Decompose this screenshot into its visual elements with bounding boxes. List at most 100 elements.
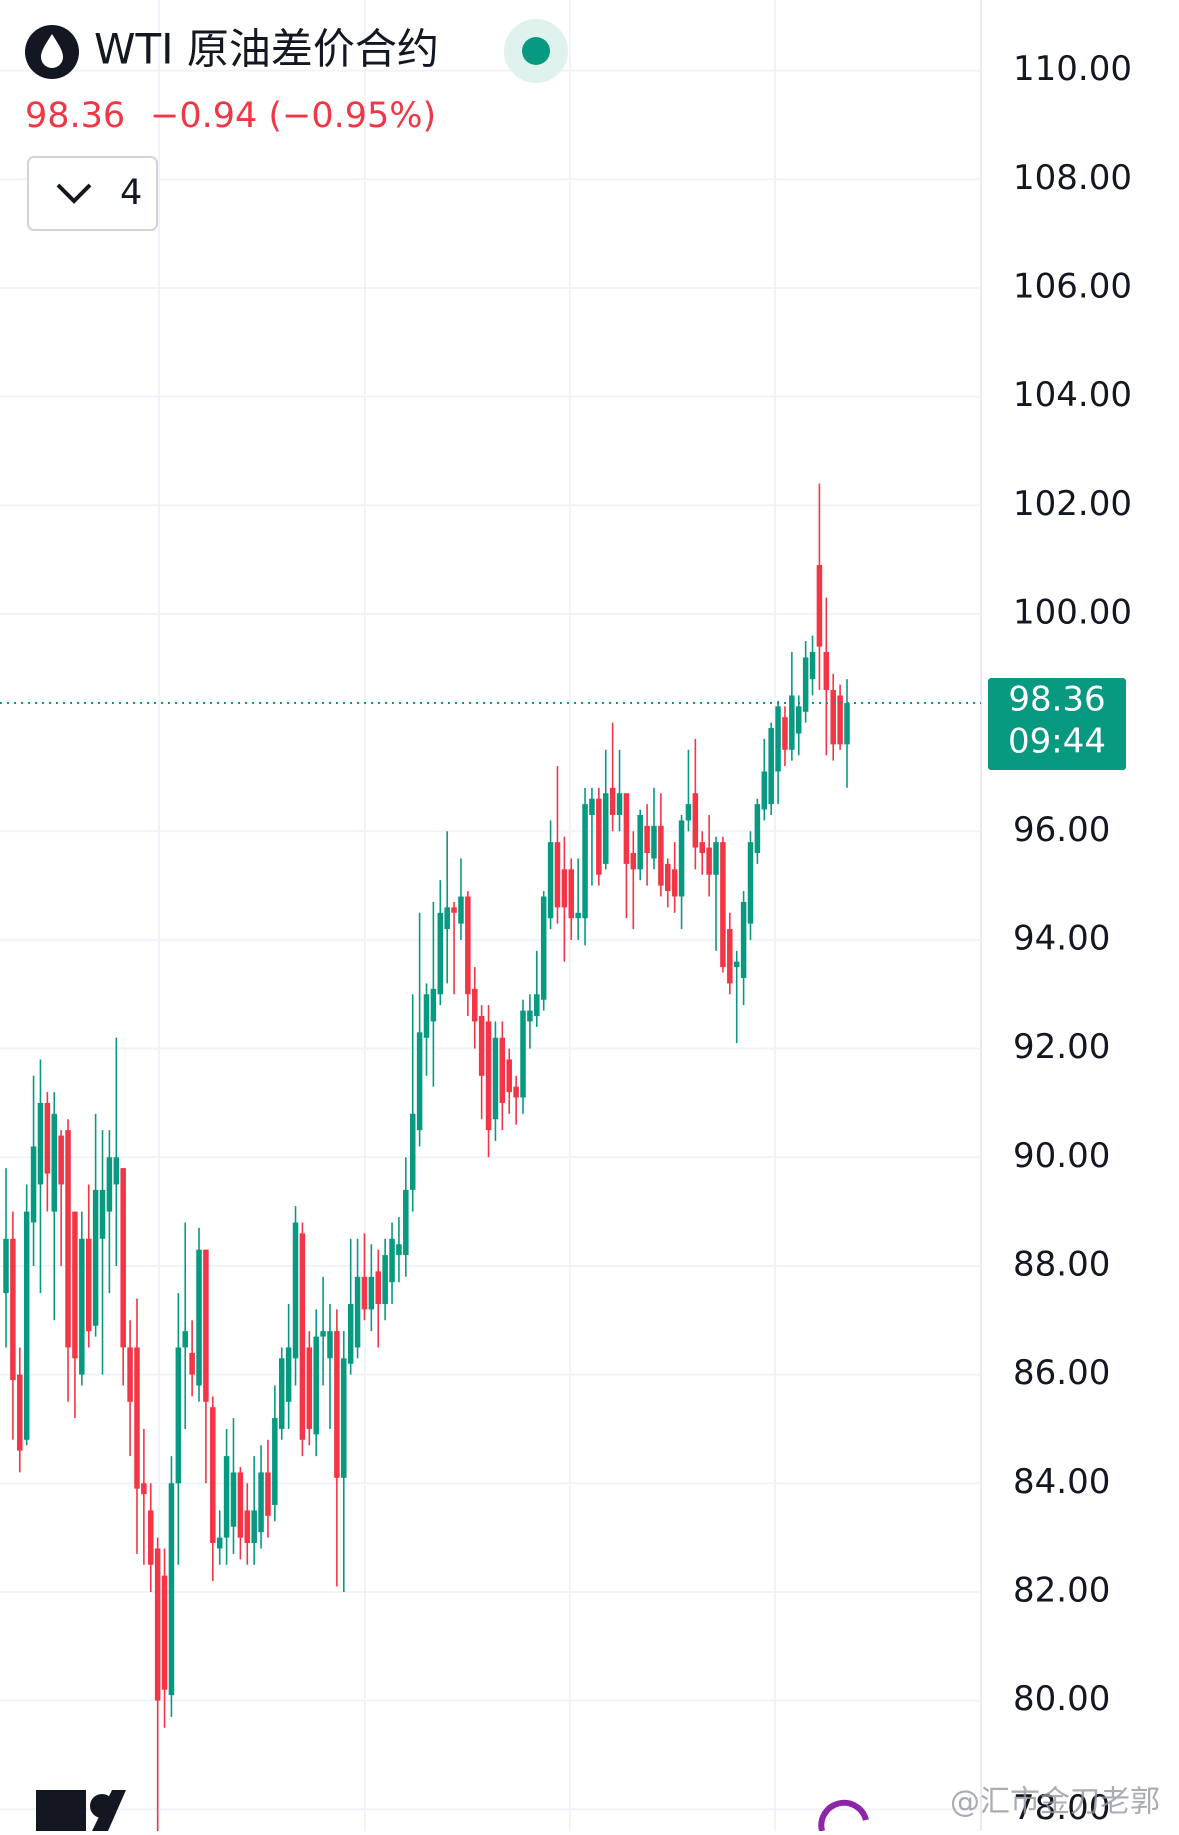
y-tick-label: 108.00 [1013,158,1132,198]
candle-body [334,1331,340,1478]
candle-body [148,1510,154,1565]
candle-body [589,798,595,815]
candle-body [802,657,809,712]
y-tick-label: 82.00 [1013,1570,1110,1610]
candle-body [79,1238,85,1375]
candle-body [658,825,664,886]
candle-body [120,1168,126,1348]
candle-body [465,896,471,995]
candle-body [630,853,637,870]
candle-body [258,1472,264,1533]
candle-body [182,1331,188,1348]
candle-body [437,912,444,995]
candle-body [85,1238,92,1332]
candle-body [251,1510,257,1544]
candle-body [382,1255,388,1304]
candle-body [396,1244,402,1256]
candle-body [602,793,609,864]
candle-body [720,842,726,968]
candle-body [99,1189,106,1239]
logo-slash [92,1790,126,1831]
header-change: −0.94 (−0.95%) [150,96,436,136]
candle-body [272,1418,278,1506]
candle-body [161,1575,168,1690]
candle-body [285,1347,292,1402]
candle-body [292,1222,299,1359]
candle-body [216,1537,223,1549]
candle-body [203,1249,209,1402]
candle-body [775,706,781,772]
candle-body [113,1157,120,1185]
candle-body [10,1238,16,1381]
candle-body [196,1249,202,1386]
candle-body [23,1211,30,1440]
candle-body [3,1238,9,1294]
candle-body [154,1548,161,1701]
candle-body [72,1211,78,1359]
candle-body [299,1233,306,1440]
candle-body [582,804,588,919]
last-price-tag [988,678,1126,771]
y-tick-label: 100.00 [1013,592,1132,632]
y-tick-label: 86.00 [1013,1353,1110,1393]
candle-body [727,929,733,984]
candle-body [789,695,795,750]
candle-body [761,771,768,810]
candle-body [809,651,816,680]
y-tick-label: 106.00 [1013,266,1132,306]
candle-body [534,994,540,1017]
candle-body [561,869,568,908]
candle-body [644,825,650,854]
y-tick-label: 80.00 [1013,1679,1110,1719]
candle-body [278,1358,285,1429]
candle-body [210,1407,216,1544]
candle-body [320,1331,326,1337]
candle-body [361,1276,368,1310]
candle-body [596,798,602,875]
candle-body [127,1347,133,1402]
candle-body [141,1483,147,1495]
chevron-icon [56,183,92,204]
watermark-mark [818,1799,869,1832]
candle-body [44,1102,51,1174]
last-time-label: 09:44 [1008,722,1106,762]
candle-body [458,896,464,924]
candle-body [354,1276,361,1348]
indicator-toggle[interactable] [27,156,158,231]
candle-body [733,961,740,968]
candle-body [375,1271,382,1304]
candle-body [492,1037,499,1120]
candle-body [51,1113,58,1212]
candle-body [403,1189,409,1256]
last-price-label: 98.36 [1008,680,1105,720]
watermark: @汇市金刀老郭 [950,1785,1160,1820]
candle-body [520,1010,526,1098]
candle-body [768,728,774,805]
candle-body [416,1032,423,1131]
candle-body [671,869,678,897]
candle-body [189,1352,195,1375]
candle-body [795,706,802,734]
candle-body [823,651,830,691]
candle-body [568,869,575,919]
price-axis: 78.00 80.00 82.00 84.00 86.00 88.00 90.00 92.00… [1013,49,1132,1828]
candle-body [547,842,554,919]
candle-body [651,825,657,859]
candle-body [65,1130,71,1348]
y-tick-label: 104.00 [1013,375,1132,415]
candle-body [106,1157,113,1212]
y-tick-label: 110.00 [1013,49,1132,89]
candle-body [554,842,561,908]
candle-body [265,1472,271,1516]
y-tick-label: 92.00 [1013,1027,1110,1067]
candle-body [327,1331,333,1359]
candle-body [513,1086,519,1098]
candle-body [230,1472,237,1527]
candle-body [37,1102,44,1185]
candle-body [389,1238,395,1283]
y-tick-label: 94.00 [1013,918,1110,958]
candle-body [685,804,692,821]
tradingview-logo [36,1790,126,1831]
candle-body [244,1510,251,1544]
